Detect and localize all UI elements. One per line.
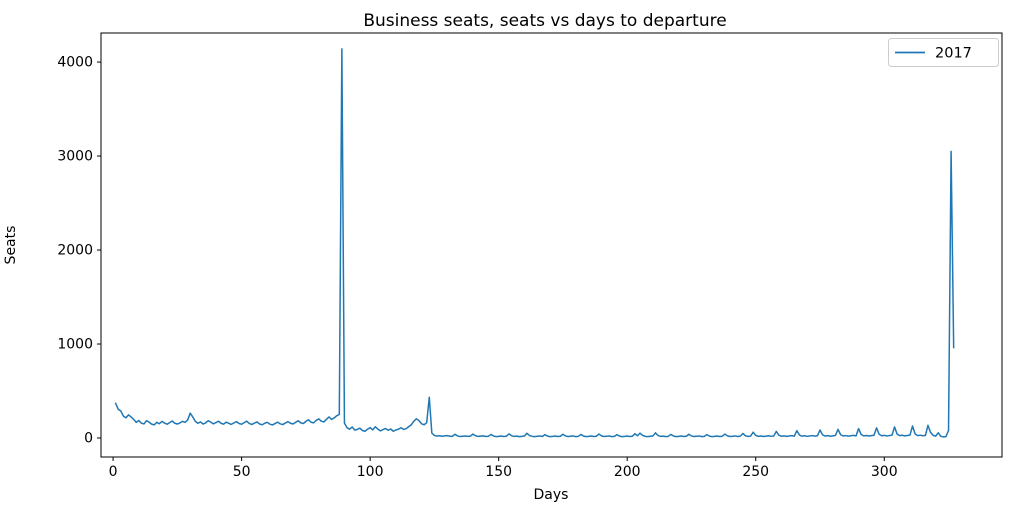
plot-area <box>100 32 1003 458</box>
axes-spines <box>100 32 1003 458</box>
series-group <box>114 48 955 438</box>
chart-title: Business seats, seats vs days to departu… <box>363 11 726 31</box>
x-tick-label-0: 0 <box>109 464 118 480</box>
x-tick-label-50: 50 <box>233 464 251 480</box>
x-tick-label-250: 250 <box>742 464 769 480</box>
legend-box <box>888 38 999 67</box>
x-tick-label-100: 100 <box>357 464 384 480</box>
y-tick-label-3000: 3000 <box>57 149 93 165</box>
series-line-2017 <box>114 48 955 438</box>
y-tick-label-1000: 1000 <box>57 337 93 353</box>
x-axis: 0 50 100 150 200 250 300 <box>109 457 898 480</box>
y-axis: 0 1000 2000 3000 4000 <box>57 55 101 447</box>
y-tick-label-2000: 2000 <box>57 243 93 259</box>
y-tick-label-4000: 4000 <box>57 55 93 71</box>
x-tick-label-150: 150 <box>485 464 512 480</box>
legend-label-2017: 2017 <box>935 46 972 62</box>
legend: 2017 <box>888 38 999 67</box>
y-tick-label-0: 0 <box>84 431 93 447</box>
x-tick-label-300: 300 <box>871 464 898 480</box>
y-axis-label: Seats <box>3 226 19 265</box>
x-axis-label: Days <box>534 487 569 503</box>
x-tick-label-200: 200 <box>614 464 641 480</box>
